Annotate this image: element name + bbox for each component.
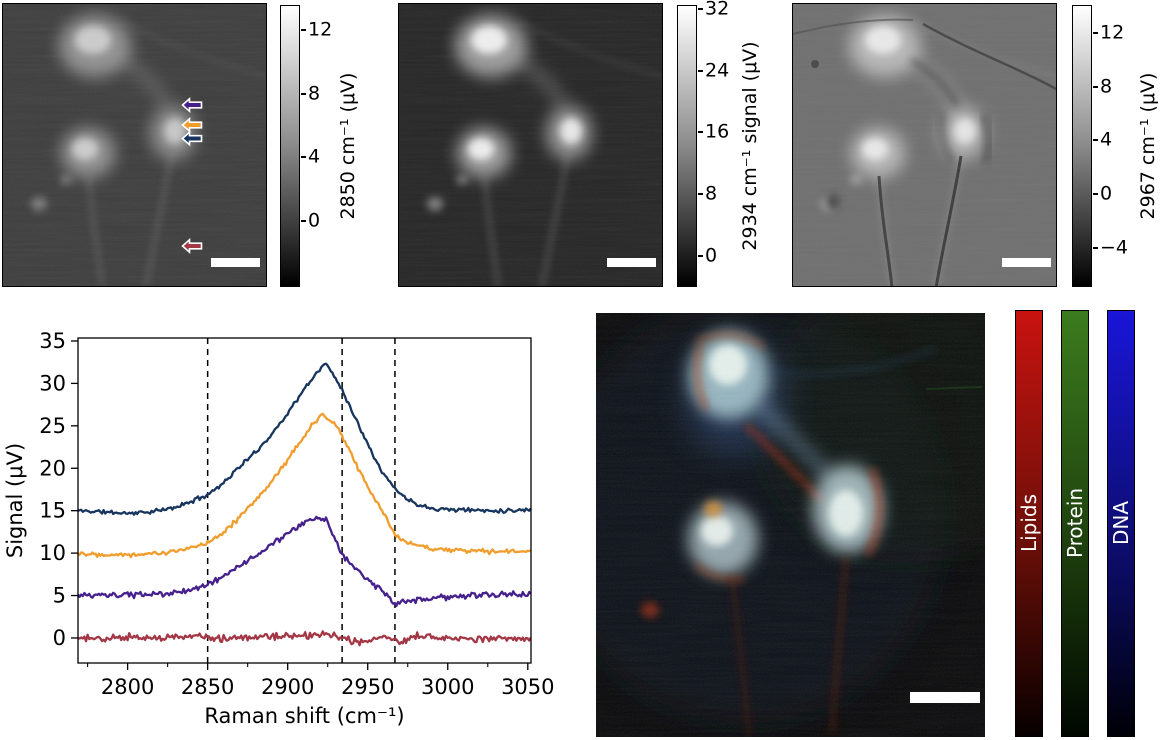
colorbar-tick bbox=[698, 131, 703, 134]
colorbar-2850: 12 8 4 0 bbox=[280, 5, 332, 287]
protein-label: Protein bbox=[1063, 487, 1087, 559]
colorbar-tick bbox=[301, 220, 306, 223]
colorbar-2967: 12 8 4 0 −4 bbox=[1072, 5, 1128, 287]
colorbar-2934: 32 24 16 8 0 bbox=[677, 0, 729, 287]
spectrum-purple bbox=[77, 515, 532, 608]
y-tick-label: 15 bbox=[39, 499, 66, 523]
raman-image-2850 bbox=[2, 3, 267, 287]
spectrum-navy bbox=[77, 362, 532, 516]
composite-image bbox=[596, 313, 985, 737]
colorbar-2967-title: 2967 cm⁻¹ (μV) bbox=[1137, 72, 1159, 220]
y-tick-label: 0 bbox=[53, 626, 66, 650]
colorbar-2850-title: 2850 cm⁻¹ (μV) bbox=[337, 72, 359, 220]
colorbar-tick-label: 4 bbox=[308, 145, 321, 168]
colorbar-tick-label: 8 bbox=[1100, 75, 1113, 98]
x-tick-label: 2900 bbox=[261, 675, 314, 699]
y-tick-label: 10 bbox=[39, 541, 66, 565]
spectrum-dark-red bbox=[77, 630, 532, 647]
dna-label: DNA bbox=[1109, 500, 1133, 546]
x-axis-label: Raman shift (cm⁻¹) bbox=[204, 704, 404, 728]
colorbar-tick-label: 8 bbox=[705, 182, 718, 205]
protein-colorbar bbox=[1061, 310, 1089, 737]
colorbar-tick bbox=[1093, 85, 1098, 88]
spectra-chart: 2800 2850 2900 2950 3000 3050 0 5 10 15 20 25 30 35 Ra… bbox=[3, 329, 555, 728]
colorbar-tick-label: 0 bbox=[1100, 182, 1113, 205]
y-tick-label: 20 bbox=[39, 456, 66, 480]
colorbar-tick-label: 32 bbox=[705, 0, 730, 20]
colorbar-tick-label: 12 bbox=[308, 18, 333, 41]
orange-arrow-marker bbox=[181, 117, 203, 133]
scale-bar bbox=[607, 258, 656, 267]
colorbar-tick-label: 4 bbox=[1100, 128, 1113, 151]
colorbar-tick-label: 12 bbox=[1100, 21, 1125, 44]
lipids-colorbar bbox=[1015, 310, 1043, 737]
x-tick-label: 2800 bbox=[101, 675, 154, 699]
colorbar-tick bbox=[1093, 193, 1098, 195]
colorbar-tick bbox=[1093, 139, 1098, 142]
y-axis-label: Signal (μV) bbox=[3, 443, 27, 558]
colorbar-tick-label: −4 bbox=[1100, 236, 1129, 259]
x-tick-label: 3050 bbox=[501, 675, 554, 699]
grain-overlay bbox=[399, 4, 662, 286]
scale-bar bbox=[1002, 258, 1051, 267]
y-tick-label: 5 bbox=[53, 584, 66, 608]
raman-image-2967 bbox=[792, 3, 1057, 287]
colorbar-tick-label: 8 bbox=[308, 82, 321, 105]
x-tick-label: 2850 bbox=[181, 675, 234, 699]
y-tick-label: 25 bbox=[39, 414, 66, 438]
x-tick-label: 3000 bbox=[421, 675, 474, 699]
colorbar-tick bbox=[698, 69, 703, 72]
scale-bar bbox=[910, 692, 980, 703]
raman-image-2934 bbox=[398, 3, 663, 287]
colorbar-tick-label: 0 bbox=[705, 244, 718, 267]
y-tick-label: 35 bbox=[39, 329, 66, 353]
grain-overlay bbox=[596, 313, 985, 737]
colorbar-tick bbox=[1093, 31, 1098, 34]
colorbar-tick bbox=[698, 193, 703, 195]
arrow-markers bbox=[181, 97, 203, 254]
colorbar-tick bbox=[1093, 246, 1098, 249]
red-arrow-marker bbox=[181, 238, 203, 254]
colorbar-tick bbox=[301, 156, 306, 159]
purple-arrow-marker bbox=[181, 97, 203, 113]
scale-bar bbox=[211, 258, 260, 267]
spectrum-orange bbox=[77, 412, 532, 559]
y-tick-label: 30 bbox=[39, 371, 66, 395]
navy-arrow-marker bbox=[181, 130, 203, 147]
grain-overlay bbox=[3, 4, 266, 286]
colorbar-tick-label: 16 bbox=[705, 120, 730, 143]
colorbar-tick bbox=[698, 254, 703, 257]
plot-frame bbox=[77, 337, 532, 664]
colorbar-tick bbox=[301, 28, 306, 31]
colorbar-tick-label: 24 bbox=[705, 59, 730, 82]
colorbar-tick bbox=[301, 92, 306, 95]
grain-overlay bbox=[793, 4, 1056, 286]
x-tick-label: 2950 bbox=[341, 675, 394, 699]
colorbar-tick-label: 0 bbox=[308, 209, 321, 232]
colorbar-tick bbox=[698, 8, 703, 11]
dna-colorbar bbox=[1107, 310, 1135, 737]
colorbar-2934-title: 2934 cm⁻¹ signal (μV) bbox=[739, 41, 761, 251]
lipids-label: Lipids bbox=[1017, 493, 1041, 553]
